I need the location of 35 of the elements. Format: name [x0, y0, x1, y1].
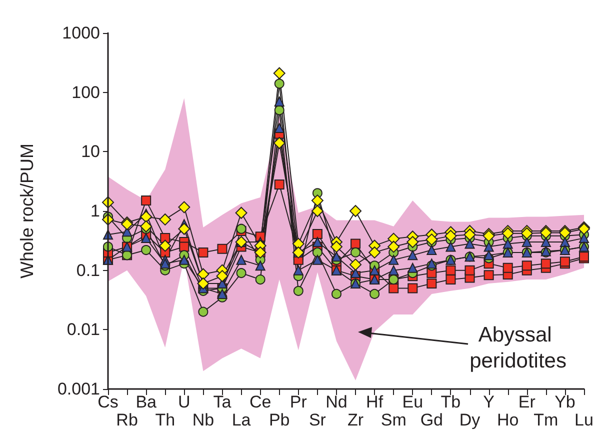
y-tick-label: 1000 — [62, 24, 100, 42]
y-tick-label: 10 — [81, 142, 100, 162]
x-tick-label: Gd — [420, 410, 444, 430]
x-tick-label: Pb — [268, 410, 290, 430]
x-tick-label: Hf — [366, 392, 384, 412]
x-tick-label: Pr — [290, 392, 308, 412]
x-tick-label: U — [178, 392, 190, 412]
x-tick-label: Nd — [326, 392, 348, 412]
x-tick-label: Ta — [213, 392, 232, 412]
x-tick-label: Rb — [116, 410, 138, 430]
y-tick-label: 0.1 — [76, 260, 100, 280]
x-tick-label: Y — [483, 392, 494, 412]
y-tick-label: 0.01 — [66, 320, 100, 340]
x-tick-label: Th — [155, 410, 176, 430]
x-tick-label: Zr — [347, 410, 364, 430]
x-tick-label: Eu — [402, 392, 424, 412]
annotation: Abyssal peridotites — [470, 324, 566, 372]
y-axis-title: Whole rock/PUM — [17, 143, 37, 279]
x-tick-label: Cs — [98, 392, 118, 412]
x-tick-label: La — [232, 410, 252, 430]
x-tick-label: Lu — [574, 410, 594, 430]
y-tick-label: 100 — [72, 82, 100, 102]
x-tick-label: Ho — [496, 410, 519, 430]
x-tick-label: Er — [518, 392, 536, 412]
x-tick-label: Tm — [534, 410, 558, 430]
y-tick-label: 1 — [90, 202, 100, 220]
x-tick-label: Nb — [192, 410, 214, 430]
x-tick-label: Ce — [249, 392, 272, 412]
x-tick-label: Tb — [440, 392, 461, 412]
x-tick-label: Dy — [459, 410, 481, 430]
x-tick-label: Yb — [554, 392, 576, 412]
x-tick-label: Sr — [308, 410, 326, 430]
x-tick-label: Sm — [380, 410, 406, 430]
x-tick-label: Ba — [136, 392, 158, 412]
y-tick-label: 0.001 — [57, 380, 100, 398]
